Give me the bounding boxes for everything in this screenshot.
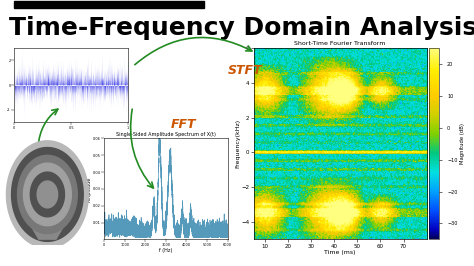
Polygon shape: [7, 141, 88, 248]
Text: STFT: STFT: [228, 64, 262, 77]
Y-axis label: Magnitude (dB): Magnitude (dB): [460, 123, 465, 164]
Y-axis label: Frequency(kHz): Frequency(kHz): [235, 119, 240, 168]
Polygon shape: [11, 148, 83, 241]
Polygon shape: [30, 225, 64, 239]
Polygon shape: [18, 155, 77, 234]
Polygon shape: [30, 172, 64, 217]
Title: Single-Sided Amplitude Spectrum of X(t): Single-Sided Amplitude Spectrum of X(t): [116, 132, 216, 136]
Text: FFT: FFT: [171, 118, 196, 131]
Text: Time-Frequency Domain Analysis: Time-Frequency Domain Analysis: [9, 16, 474, 40]
Title: Short-Time Fourier Transform: Short-Time Fourier Transform: [294, 41, 386, 46]
Polygon shape: [24, 163, 71, 226]
X-axis label: Time (ms): Time (ms): [324, 250, 356, 255]
X-axis label: f (Hz): f (Hz): [159, 248, 173, 253]
Bar: [14, 1, 204, 8]
Y-axis label: Amplitude: Amplitude: [87, 176, 91, 202]
Polygon shape: [37, 181, 58, 208]
